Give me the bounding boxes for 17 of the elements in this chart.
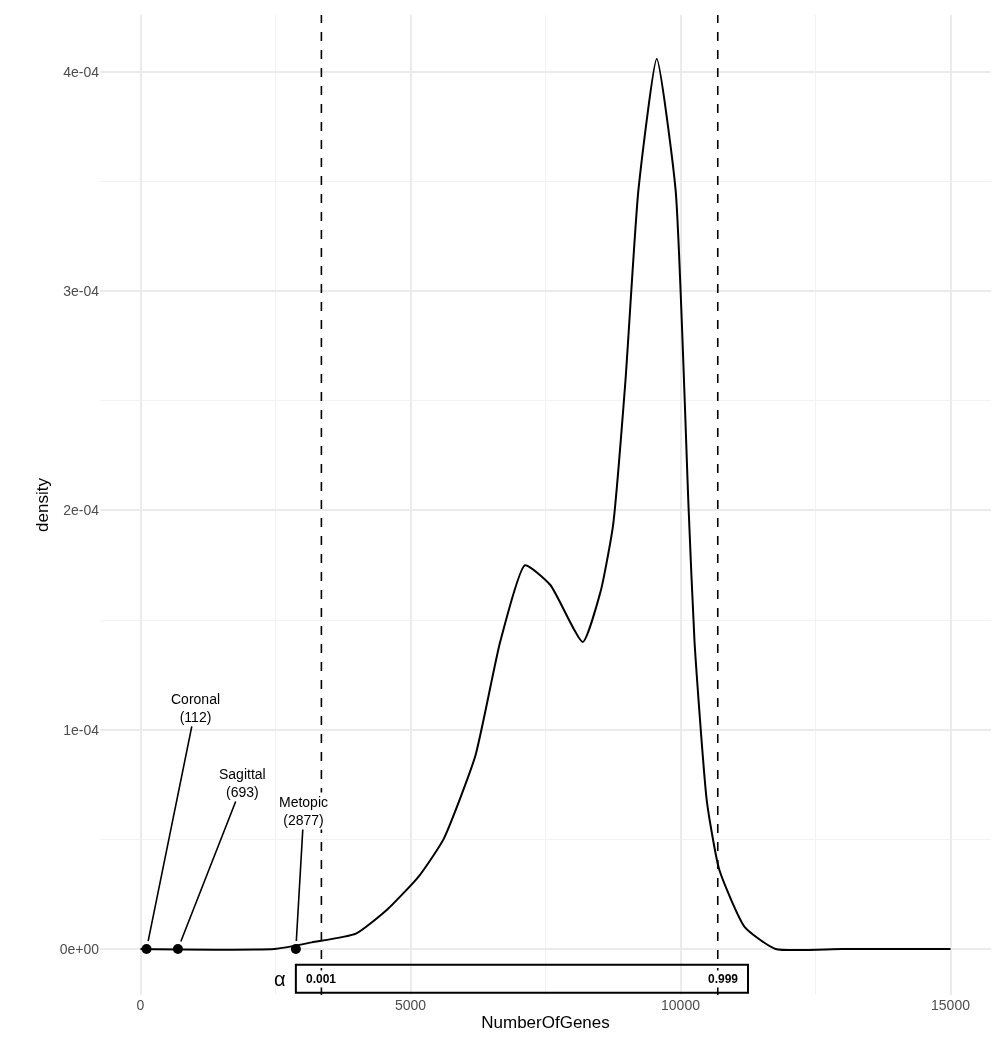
y-tick-label: 1e-04 [63, 721, 100, 738]
x-tick-label: 15000 [931, 997, 971, 1013]
y-tick-label: 4e-04 [63, 63, 100, 80]
y-tick-label: 0e+00 [59, 940, 100, 957]
annotation: Metopic (2877) [279, 794, 329, 829]
y-tick-label: 3e-04 [63, 283, 100, 300]
x-tick-label: 10000 [661, 997, 701, 1013]
x-axis-title: NumberOfGenes [481, 1013, 610, 1033]
annotation: Coronal (112) [171, 691, 221, 726]
annotation: Sagittal (693) [219, 766, 266, 801]
annotation: α [274, 968, 286, 990]
annotation: 0.001 [306, 972, 337, 986]
annotation: 0.999 [708, 972, 739, 986]
x-tick-label: 5000 [394, 997, 427, 1013]
x-tick-label: 0 [136, 997, 145, 1013]
y-axis-title: density [33, 477, 53, 532]
y-tick-label: 2e-04 [63, 502, 100, 519]
